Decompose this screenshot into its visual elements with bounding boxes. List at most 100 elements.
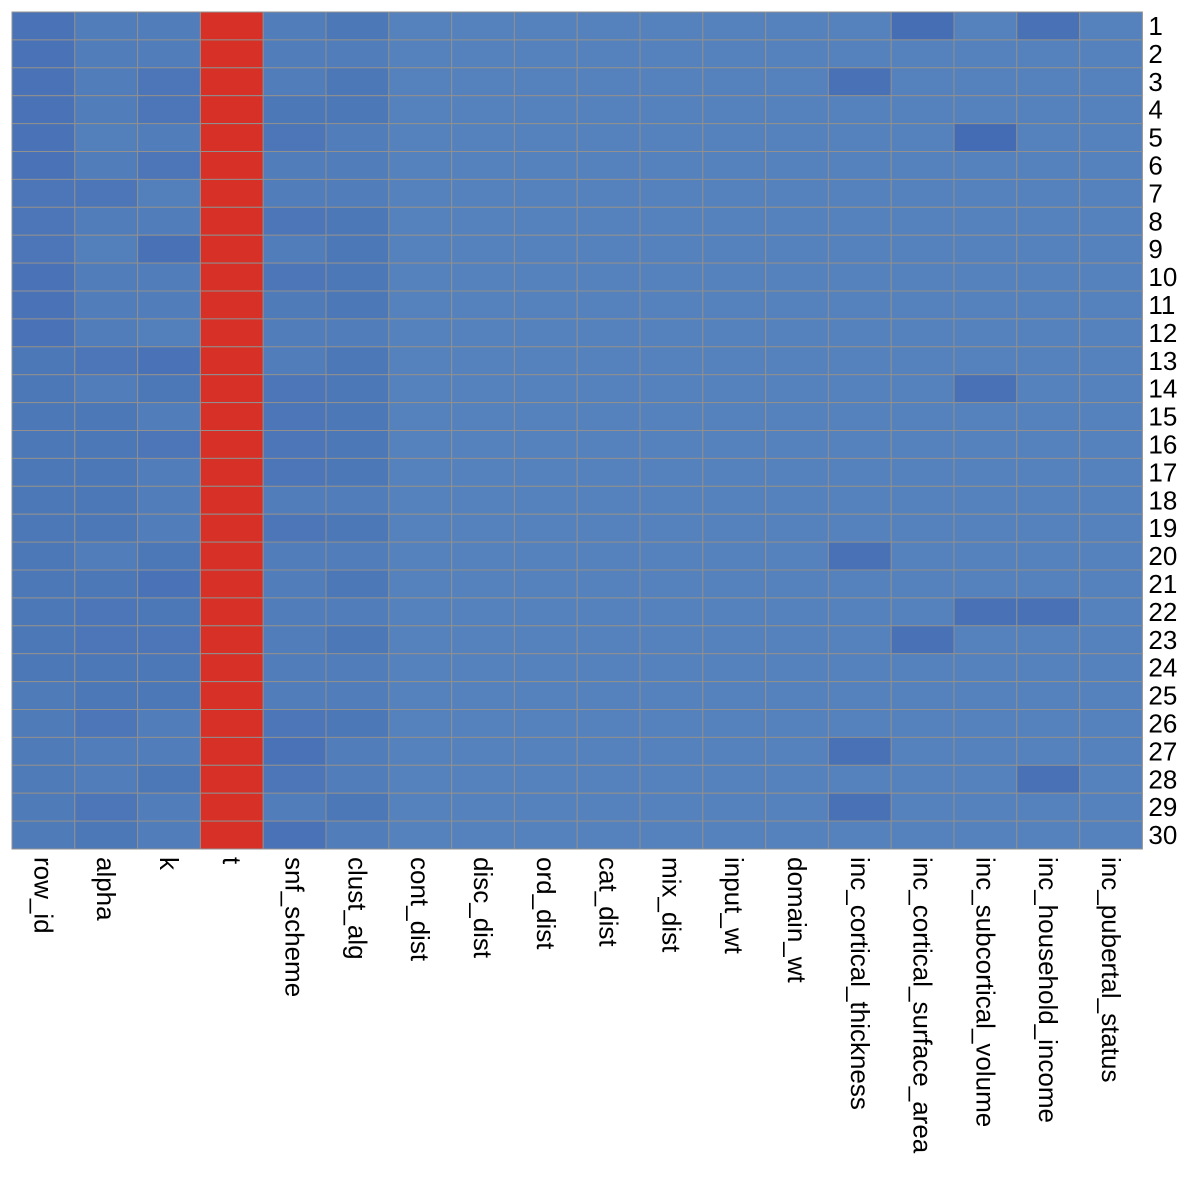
heatmap-cell (325, 318, 390, 348)
heatmap-cell (199, 764, 264, 794)
heatmap-cell (388, 709, 453, 738)
row-label: 24 (1148, 653, 1177, 683)
heatmap-cell (890, 764, 955, 794)
row-label: 22 (1148, 597, 1177, 627)
heatmap-cell (890, 346, 955, 376)
heatmap-cell (11, 430, 76, 459)
heatmap-cell (827, 123, 892, 152)
heatmap-cell (953, 11, 1018, 41)
heatmap-cell (827, 430, 892, 459)
heatmap-cell (137, 11, 201, 41)
heatmap-cell (639, 123, 704, 152)
row-label: 10 (1148, 262, 1177, 292)
heatmap-cell (639, 262, 704, 292)
heatmap-cell (1016, 569, 1081, 599)
heatmap-cell (11, 11, 76, 41)
heatmap-cell (890, 597, 955, 627)
heatmap-cell (262, 95, 327, 125)
heatmap-cell (1016, 820, 1081, 850)
heatmap-cell (827, 206, 892, 236)
heatmap-cell (953, 625, 1018, 655)
column-label: inc_cortical_thickness (845, 857, 875, 1110)
heatmap-cell (74, 234, 139, 264)
heatmap-cell (11, 513, 76, 543)
heatmap-cell (451, 457, 515, 487)
heatmap-cell (1079, 541, 1143, 571)
heatmap-cell (513, 709, 578, 738)
heatmap-cell (262, 625, 327, 655)
heatmap-cell (890, 39, 955, 69)
heatmap-cell (702, 820, 767, 850)
heatmap-cell (890, 318, 955, 348)
heatmap-cell (137, 569, 201, 599)
heatmap-cell (702, 39, 767, 69)
heatmap-cell (74, 346, 139, 376)
heatmap-cell (451, 820, 515, 850)
heatmap-cell (11, 597, 76, 627)
heatmap-cell (639, 206, 704, 236)
heatmap-cell (702, 681, 767, 710)
heatmap-cell (1079, 513, 1143, 543)
heatmap-cell (576, 681, 641, 710)
row-label: 28 (1148, 764, 1177, 794)
heatmap-cell (325, 541, 390, 571)
heatmap-cell (262, 485, 327, 515)
heatmap-cell (702, 485, 767, 515)
heatmap-cell (199, 374, 264, 404)
heatmap-cell (199, 123, 264, 152)
heatmap-cell (262, 234, 327, 264)
heatmap-cell (827, 178, 892, 208)
heatmap-cell (765, 736, 829, 766)
heatmap-cell (765, 402, 829, 432)
heatmap-cell (576, 374, 641, 404)
heatmap-cell (576, 430, 641, 459)
heatmap-cell (325, 402, 390, 432)
heatmap-cell (513, 346, 578, 376)
heatmap-cell (11, 234, 76, 264)
heatmap-cell (199, 653, 264, 683)
heatmap-cell (702, 430, 767, 459)
heatmap-cell (513, 402, 578, 432)
heatmap-cell (325, 290, 390, 320)
heatmap-cell (1016, 95, 1081, 125)
heatmap-cell (1016, 234, 1081, 264)
heatmap-cell (1016, 597, 1081, 627)
heatmap-cell (639, 11, 704, 41)
heatmap-cell (765, 234, 829, 264)
heatmap-cell (576, 39, 641, 69)
heatmap-cell (513, 792, 578, 822)
heatmap-cell (199, 95, 264, 125)
heatmap-cell (74, 820, 139, 850)
column-label: inc_household_income (1033, 857, 1063, 1123)
heatmap-cell (1016, 206, 1081, 236)
heatmap-cell (890, 123, 955, 152)
heatmap-cell (702, 95, 767, 125)
heatmap-cell (765, 11, 829, 41)
heatmap-cell (199, 597, 264, 627)
row-label: 8 (1148, 206, 1162, 236)
heatmap-cell (576, 151, 641, 180)
heatmap-cell (137, 653, 201, 683)
heatmap-cell (765, 39, 829, 69)
heatmap-cell (576, 597, 641, 627)
heatmap-cell (451, 67, 515, 97)
heatmap-cell (576, 402, 641, 432)
heatmap-cell (388, 820, 453, 850)
row-label: 25 (1148, 681, 1177, 711)
heatmap-cell (1079, 402, 1143, 432)
heatmap-cell (137, 625, 201, 655)
heatmap-cell (890, 457, 955, 487)
heatmap-cell (199, 736, 264, 766)
heatmap-cell (1079, 151, 1143, 180)
row-label: 6 (1148, 150, 1162, 180)
heatmap-cell (702, 123, 767, 152)
row-label: 27 (1148, 736, 1177, 766)
heatmap-cell (953, 178, 1018, 208)
heatmap-cell (11, 123, 76, 152)
heatmap-cell (137, 820, 201, 850)
heatmap-cell (827, 485, 892, 515)
heatmap-cell (765, 653, 829, 683)
heatmap-cell (1079, 485, 1143, 515)
heatmap-cells (11, 11, 1143, 850)
heatmap-cell (325, 569, 390, 599)
